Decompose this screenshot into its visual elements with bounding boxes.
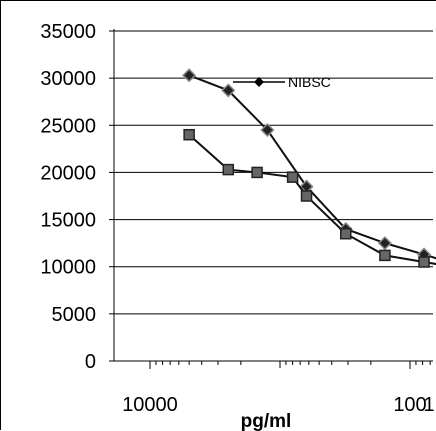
gridlines <box>114 30 433 315</box>
data-point <box>222 163 235 176</box>
data-point <box>418 256 430 268</box>
data-point <box>300 190 313 202</box>
axes <box>109 29 433 369</box>
y-tick-label: 10000 <box>40 257 96 279</box>
series-line <box>188 74 436 260</box>
y-tick-label: 25000 <box>40 115 96 137</box>
data-point <box>183 128 195 141</box>
x-tick-label: 10000 <box>122 394 178 416</box>
y-tick-label: 30000 <box>40 68 96 90</box>
series-group <box>182 68 436 268</box>
data-point <box>379 249 391 262</box>
legend-marker <box>254 77 264 87</box>
y-tick-label: 20000 <box>40 162 96 184</box>
data-point <box>286 171 299 183</box>
y-tick-label: 35000 <box>40 21 96 43</box>
legend-label: NIBSC <box>288 74 331 90</box>
y-tick-label: 0 <box>85 351 96 373</box>
series-line <box>188 133 436 266</box>
legend: NIBSC <box>233 74 331 90</box>
data-point <box>377 236 392 251</box>
data-point <box>221 83 236 98</box>
data-point <box>182 68 197 83</box>
x-tick-label: 100 <box>393 394 426 416</box>
x-tick-label: 1 <box>423 394 434 416</box>
data-point <box>340 227 352 240</box>
x-axis-title: pg/ml <box>241 411 292 431</box>
tick-labels: 0 5000 10000 15000 20000 25000 30000 35000 10000… <box>40 21 434 416</box>
y-tick-label: 5000 <box>52 304 97 326</box>
data-point <box>251 166 263 179</box>
data-point <box>260 122 275 138</box>
y-tick-label: 15000 <box>40 210 96 232</box>
